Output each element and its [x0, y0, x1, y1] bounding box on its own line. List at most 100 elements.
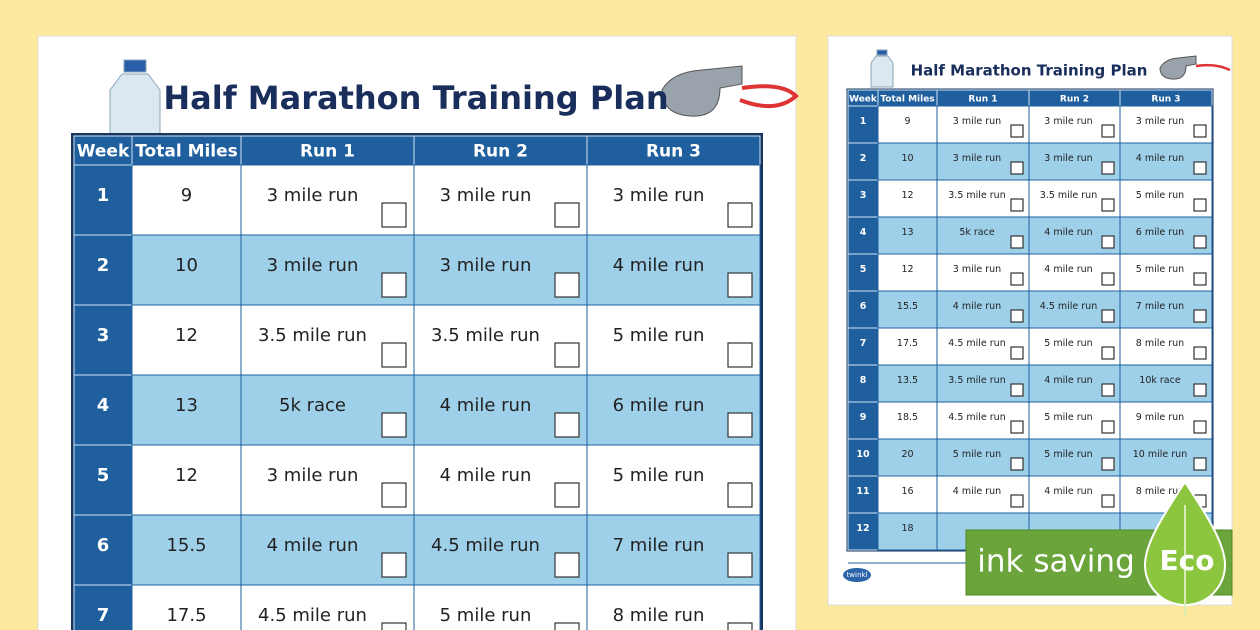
run-entry: 4 mile run [267, 535, 359, 556]
badge-text: ink saving [977, 544, 1135, 580]
run-entry: 4 mile run [1044, 264, 1092, 275]
checkbox [381, 412, 407, 438]
run-entry: 6 mile run [613, 395, 705, 416]
week-number: 1 [860, 116, 867, 127]
run-entry: 4 mile run [1136, 153, 1184, 164]
checkbox [554, 342, 580, 368]
run-entry: 4.5 mile run [948, 412, 1005, 423]
checkbox [554, 202, 580, 228]
total-miles: 10 [901, 153, 913, 164]
run-entry: 5 mile run [1136, 264, 1184, 275]
checkbox [727, 202, 753, 228]
title: Half Marathon Training Plan [911, 62, 1148, 80]
checkbox [1101, 457, 1115, 471]
checkbox [727, 272, 753, 298]
run-entry: 5 mile run [1044, 449, 1092, 460]
cell [131, 374, 242, 446]
run-entry: 3 mile run [953, 116, 1001, 127]
cell [877, 438, 938, 477]
week-number: 6 [97, 535, 110, 556]
cell [73, 514, 133, 586]
cell [847, 327, 879, 366]
week-number: 11 [856, 486, 869, 497]
cell [877, 512, 938, 551]
total-miles: 13 [901, 227, 913, 238]
cell [847, 142, 879, 181]
column-header: Total Miles [135, 142, 238, 162]
cell [877, 105, 938, 144]
run-entry: 3 mile run [267, 185, 359, 206]
checkbox [1010, 346, 1024, 360]
column-header: Run 3 [1151, 95, 1180, 105]
logo: twinkl [847, 571, 868, 579]
checkbox [381, 482, 407, 508]
run-entry: 4.5 mile run [431, 535, 540, 556]
column-header: Run 1 [300, 142, 355, 162]
checkbox [727, 482, 753, 508]
run-entry: 7 mile run [1136, 301, 1184, 312]
checkbox [1010, 457, 1024, 471]
total-miles: 12 [901, 190, 913, 201]
checkbox [1101, 420, 1115, 434]
cell [847, 290, 879, 329]
run-entry: 3 mile run [267, 465, 359, 486]
title: Half Marathon Training Plan [163, 79, 668, 117]
checkbox [1101, 383, 1115, 397]
checkbox [554, 272, 580, 298]
whistle [1159, 55, 1231, 80]
week-number: 2 [860, 153, 867, 164]
checkbox [554, 482, 580, 508]
column-header: Week [849, 95, 878, 105]
cell [73, 234, 133, 306]
run-entry: 3 mile run [440, 255, 532, 276]
checkbox [1101, 161, 1115, 175]
week-number: 12 [856, 523, 869, 534]
checkbox [1101, 309, 1115, 323]
week-number: 5 [860, 264, 867, 275]
checkbox [727, 342, 753, 368]
cell [73, 374, 133, 446]
run-entry: 5 mile run [1044, 338, 1092, 349]
checkbox [1010, 383, 1024, 397]
week-number: 2 [97, 255, 110, 276]
run-entry: 3 mile run [953, 264, 1001, 275]
total-miles: 16 [901, 486, 913, 497]
cell [847, 438, 879, 477]
cell [877, 401, 938, 440]
run-entry: 5 mile run [953, 449, 1001, 460]
run-entry: 4 mile run [953, 301, 1001, 312]
week-number: 7 [97, 605, 110, 626]
total-miles: 17.5 [166, 605, 206, 626]
checkbox [1193, 383, 1207, 397]
run-entry: 3 mile run [613, 185, 705, 206]
checkbox [1101, 124, 1115, 138]
checkbox [1193, 161, 1207, 175]
column-header: Run 2 [473, 142, 528, 162]
run-entry: 4 mile run [953, 486, 1001, 497]
run-entry: 4.5 mile run [1040, 301, 1097, 312]
total-miles: 15.5 [166, 535, 206, 556]
run-entry: 5k race [279, 395, 346, 416]
checkbox [1101, 235, 1115, 249]
week-number: 1 [97, 185, 110, 206]
run-entry: 3.5 mile run [431, 325, 540, 346]
total-miles: 9 [904, 116, 910, 127]
total-miles: 12 [175, 465, 198, 486]
run-entry: 9 mile run [1136, 412, 1184, 423]
checkbox [1193, 198, 1207, 212]
run-entry: 3 mile run [1044, 153, 1092, 164]
run-entry: 3 mile run [953, 153, 1001, 164]
week-number: 8 [860, 375, 867, 386]
run-entry: 10 mile run [1133, 449, 1187, 460]
total-miles: 18 [901, 523, 913, 534]
checkbox [1193, 272, 1207, 286]
run-entry: 5 mile run [1136, 190, 1184, 201]
run-entry: 3 mile run [440, 185, 532, 206]
checkbox [554, 552, 580, 578]
cell [877, 253, 938, 292]
cell [847, 512, 879, 551]
checkbox [381, 202, 407, 228]
training-table: Week Total Miles Run 1 Run 2 Run 3 1 9 3 mile r… [71, 133, 763, 630]
checkbox [1010, 494, 1024, 508]
